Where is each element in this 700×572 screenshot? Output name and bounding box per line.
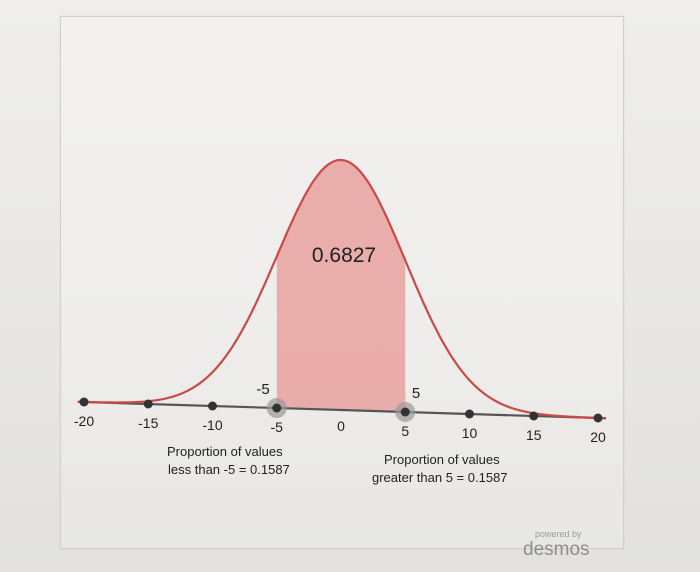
- shaded-area-value-label: 0.6827: [312, 244, 376, 267]
- density-curve: [77, 158, 605, 420]
- left-boundary-label: -5: [256, 381, 269, 398]
- left-annotation-line-2: less than -5 = 0.1587: [168, 462, 290, 477]
- x-tick-label: 10: [462, 425, 478, 441]
- curve-layer: [77, 158, 605, 420]
- tick-point: [272, 403, 282, 413]
- x-tick-label: 20: [590, 429, 606, 445]
- x-axis-layer: [77, 400, 607, 420]
- shaded-area: [276, 160, 406, 412]
- right-annotation-line-1: Proportion of values: [384, 452, 500, 467]
- tick-point: [529, 411, 539, 421]
- left-annotation-line-1: Proportion of values: [167, 444, 283, 459]
- x-tick-label: -15: [138, 415, 158, 431]
- x-tick-label: -10: [202, 417, 222, 433]
- tick-point: [465, 409, 474, 419]
- right-boundary-label: 5: [412, 385, 420, 402]
- tick-point: [593, 413, 603, 423]
- x-tick-label: 0: [337, 418, 345, 434]
- x-tick-label: -20: [74, 413, 94, 429]
- right-annotation-line-2: greater than 5 = 0.1587: [372, 470, 508, 485]
- powered-by-label: powered by: [535, 529, 582, 539]
- shaded-area-layer: [276, 160, 406, 412]
- tick-point: [79, 397, 89, 407]
- x-tick-label: 5: [401, 423, 409, 439]
- x-tick-label: 15: [526, 427, 542, 443]
- points-layer: [79, 397, 603, 423]
- tick-point: [208, 401, 217, 411]
- tick-point: [143, 399, 153, 409]
- tick-labels-layer: -20 -15 -10 -5 0 5 10 15 20: [74, 413, 606, 445]
- tick-point: [400, 407, 410, 417]
- x-tick-label: -5: [271, 419, 284, 435]
- x-axis-line: [77, 400, 607, 420]
- desmos-logo: desmos: [523, 539, 590, 560]
